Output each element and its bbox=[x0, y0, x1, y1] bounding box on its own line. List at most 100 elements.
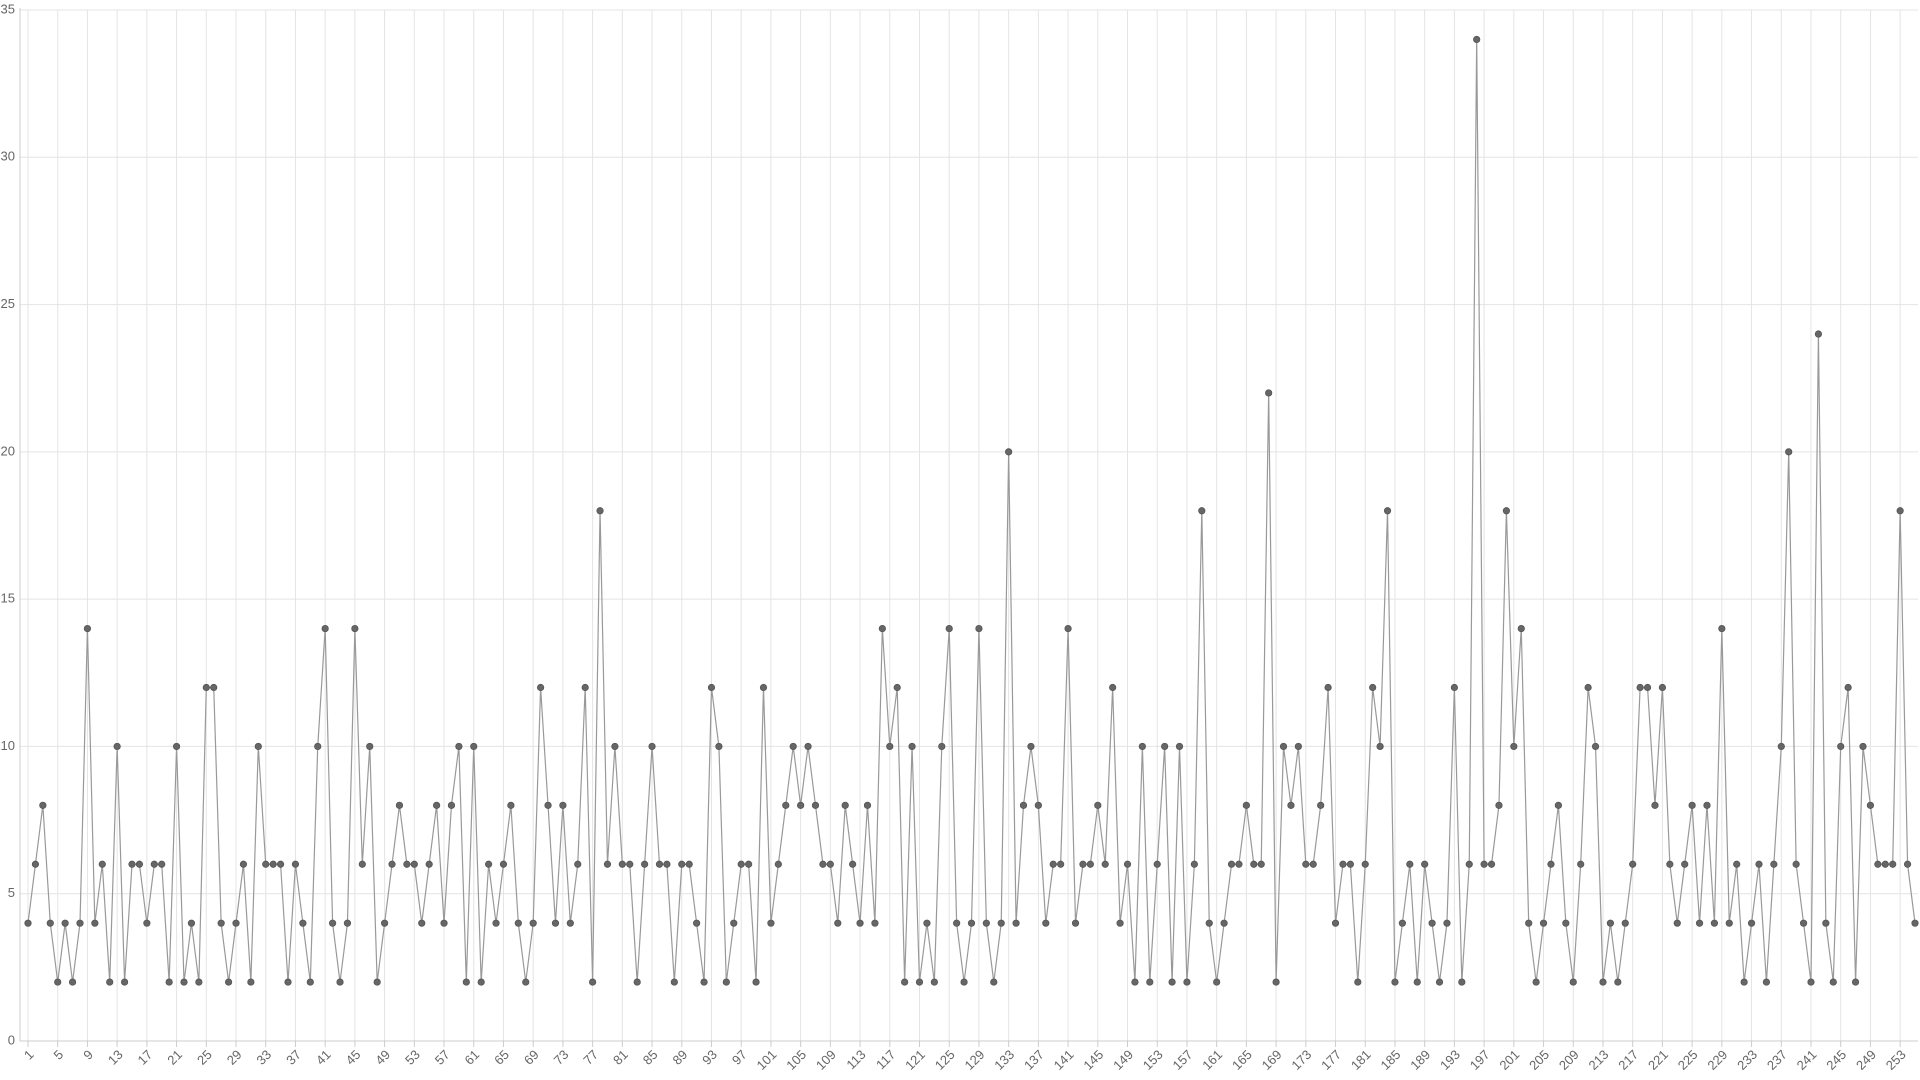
data-point bbox=[1198, 507, 1206, 515]
x-tick-label: 225 bbox=[1675, 1047, 1701, 1073]
x-tick-label: 237 bbox=[1764, 1047, 1790, 1073]
data-point bbox=[811, 801, 820, 809]
data-point bbox=[418, 919, 426, 927]
data-point bbox=[722, 978, 730, 986]
data-point bbox=[1502, 507, 1510, 515]
data-point bbox=[172, 742, 181, 751]
data-point bbox=[1480, 860, 1488, 868]
x-tick-label: 5 bbox=[51, 1047, 67, 1063]
data-point bbox=[938, 742, 946, 751]
data-point bbox=[863, 801, 872, 809]
data-point bbox=[150, 860, 158, 868]
x-tick-label: 117 bbox=[873, 1047, 898, 1072]
data-point bbox=[967, 919, 976, 927]
data-point bbox=[611, 742, 619, 751]
data-point bbox=[247, 978, 255, 986]
data-point bbox=[1109, 683, 1117, 692]
data-point bbox=[953, 919, 961, 927]
data-point bbox=[98, 860, 106, 868]
data-point bbox=[343, 919, 352, 927]
data-point bbox=[410, 860, 418, 868]
x-tick-label: 221 bbox=[1645, 1047, 1671, 1073]
data-point bbox=[551, 919, 560, 927]
data-point bbox=[633, 978, 641, 986]
data-point bbox=[1057, 860, 1065, 868]
data-point bbox=[774, 860, 782, 868]
data-point bbox=[1428, 919, 1436, 927]
data-point bbox=[499, 860, 508, 868]
data-point bbox=[871, 919, 879, 927]
data-point bbox=[1770, 860, 1778, 868]
data-point bbox=[165, 978, 173, 986]
data-point bbox=[1131, 978, 1139, 986]
x-tick-label: 145 bbox=[1080, 1047, 1106, 1073]
data-point bbox=[1651, 801, 1659, 809]
data-point bbox=[314, 742, 322, 751]
data-point bbox=[1465, 860, 1473, 868]
x-tick-label: 29 bbox=[224, 1047, 245, 1068]
data-point bbox=[1673, 919, 1681, 927]
data-point bbox=[1101, 860, 1109, 868]
data-point bbox=[1220, 919, 1228, 927]
data-point bbox=[1747, 919, 1756, 927]
data-point bbox=[135, 860, 144, 868]
data-point bbox=[566, 919, 574, 927]
data-point bbox=[1034, 801, 1042, 809]
x-tick-label: 133 bbox=[991, 1047, 1017, 1073]
x-tick-label: 129 bbox=[962, 1047, 988, 1073]
data-point bbox=[1688, 801, 1696, 809]
data-point bbox=[1294, 742, 1302, 751]
data-point bbox=[1896, 507, 1904, 515]
data-point bbox=[1762, 978, 1771, 986]
data-point bbox=[1309, 860, 1317, 868]
x-tick-label: 77 bbox=[580, 1047, 601, 1068]
x-tick-label: 185 bbox=[1378, 1047, 1404, 1073]
data-point bbox=[1525, 919, 1533, 927]
data-point bbox=[1636, 683, 1644, 692]
data-point bbox=[1005, 448, 1013, 456]
x-tick-label: 101 bbox=[754, 1047, 780, 1073]
data-point bbox=[447, 801, 456, 809]
data-point bbox=[269, 860, 277, 868]
data-point bbox=[1584, 683, 1592, 692]
data-point bbox=[91, 919, 99, 927]
data-point bbox=[1086, 860, 1094, 868]
data-point bbox=[1666, 860, 1674, 868]
data-point bbox=[1792, 860, 1800, 868]
data-point bbox=[462, 978, 470, 986]
data-point bbox=[1354, 978, 1362, 986]
x-tick-label: 137 bbox=[1021, 1047, 1047, 1073]
data-line bbox=[27, 39, 1916, 983]
data-point bbox=[878, 624, 886, 633]
data-point bbox=[1369, 683, 1377, 692]
x-tick-label: 173 bbox=[1288, 1047, 1314, 1073]
data-point bbox=[522, 978, 530, 986]
data-point bbox=[1458, 978, 1466, 986]
data-point bbox=[1629, 860, 1637, 868]
data-point bbox=[1190, 860, 1198, 868]
data-point bbox=[1242, 801, 1250, 809]
x-tick-label: 21 bbox=[164, 1047, 185, 1068]
y-tick-label: 35 bbox=[1, 1, 15, 16]
x-tick-label: 149 bbox=[1110, 1047, 1136, 1073]
data-point bbox=[1339, 860, 1347, 868]
x-tick-label: 141 bbox=[1051, 1047, 1077, 1073]
x-tick-label: 181 bbox=[1348, 1047, 1374, 1073]
x-tick-label: 253 bbox=[1883, 1047, 1909, 1073]
data-point bbox=[1539, 919, 1548, 927]
data-point bbox=[1510, 742, 1518, 751]
data-point bbox=[1346, 860, 1354, 868]
data-point bbox=[797, 801, 805, 809]
data-point bbox=[1049, 860, 1057, 868]
data-point bbox=[596, 507, 604, 515]
x-tick-label: 9 bbox=[80, 1047, 96, 1063]
data-point bbox=[440, 919, 448, 927]
data-point bbox=[1071, 919, 1080, 927]
data-point bbox=[826, 860, 834, 868]
x-tick-label: 233 bbox=[1734, 1047, 1760, 1073]
data-point bbox=[106, 978, 114, 986]
data-point bbox=[581, 683, 589, 692]
data-point bbox=[1532, 978, 1540, 986]
data-point bbox=[1562, 919, 1570, 927]
